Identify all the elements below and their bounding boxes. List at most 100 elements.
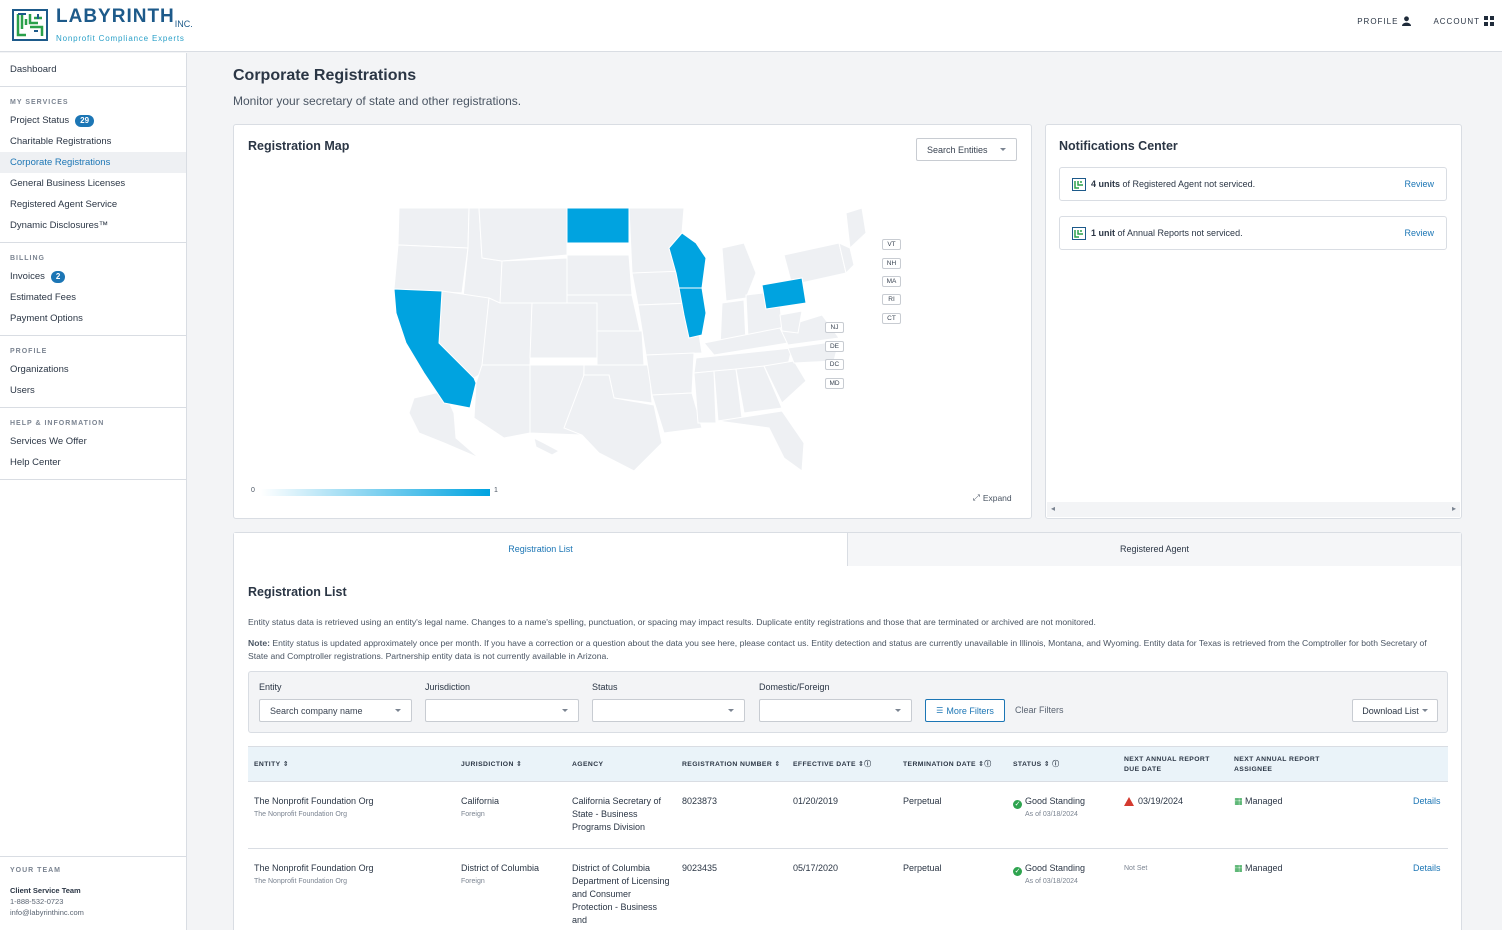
- chevron-down-icon: [395, 709, 401, 712]
- termination-date-cell: Perpetual: [903, 796, 942, 806]
- expand-label: Expand: [982, 492, 1012, 503]
- note-body: Entity status is updated approximately o…: [248, 638, 1427, 661]
- sidebar-item-estimated-fees[interactable]: Estimated Fees: [0, 287, 186, 308]
- column-header-registration-number[interactable]: REGISTRATION NUMBER ⇕: [682, 747, 781, 783]
- sliders-icon: ☰: [936, 706, 944, 715]
- scale-min-label: 0: [251, 487, 255, 494]
- state-label-ma[interactable]: MA: [882, 276, 901, 287]
- more-filters-button[interactable]: ☰ More Filters: [925, 699, 1005, 722]
- column-header-effective-date[interactable]: EFFECTIVE DATE ⇕ ⓘ: [793, 747, 871, 783]
- state-or: [393, 244, 469, 294]
- status-dropdown[interactable]: [592, 699, 745, 722]
- state-ks: [596, 330, 645, 366]
- tab-registration-list[interactable]: Registration List: [234, 533, 847, 567]
- sidebar-item-invoices[interactable]: Invoices 2: [0, 266, 186, 287]
- page-title: Corporate Registrations: [233, 67, 417, 84]
- team-name: Client Service Team: [10, 886, 81, 895]
- grid-icon: [1484, 16, 1494, 26]
- state-label-ct[interactable]: CT: [882, 313, 901, 324]
- state-label-ri[interactable]: RI: [882, 294, 901, 305]
- jurisdiction-name: California: [461, 796, 500, 806]
- scroll-right-icon[interactable]: ▸: [1451, 504, 1456, 513]
- sidebar-item-payment-options[interactable]: Payment Options: [0, 308, 186, 329]
- state-wi-highlight: [668, 232, 707, 289]
- registration-map-title: Registration Map: [248, 139, 350, 153]
- note-text: Note: Entity status is updated approxima…: [248, 637, 1448, 663]
- state-label-nh[interactable]: NH: [882, 258, 901, 269]
- effective-date-cell: 01/20/2019: [793, 796, 839, 806]
- state-label-dc[interactable]: DC: [825, 359, 844, 370]
- state-label-de[interactable]: DE: [825, 341, 844, 352]
- state-va: [779, 314, 840, 346]
- sidebar-item-users[interactable]: Users: [0, 380, 186, 401]
- entity-search-dropdown[interactable]: Search company name: [259, 699, 412, 722]
- state-sd: [566, 254, 633, 296]
- sidebar-item-label: Invoices: [10, 271, 45, 282]
- sidebar-item-charitable-registrations[interactable]: Charitable Registrations: [0, 131, 186, 152]
- state-fl: [717, 410, 805, 472]
- tab-registered-agent[interactable]: Registered Agent: [847, 533, 1461, 567]
- sidebar-item-registered-agent-service[interactable]: Registered Agent Service: [0, 194, 186, 215]
- state-label-md[interactable]: MD: [825, 378, 844, 389]
- details-link[interactable]: Details: [1413, 796, 1441, 806]
- brand-logo[interactable]: LABYRINTHINC. Nonprofit Compliance Exper…: [12, 7, 193, 43]
- user-icon: [1402, 16, 1412, 26]
- sidebar-item-label: Dashboard: [10, 64, 57, 75]
- sidebar-item-dashboard[interactable]: Dashboard: [0, 59, 186, 80]
- column-header-jurisdiction[interactable]: JURISDICTION ⇕: [461, 747, 522, 783]
- sidebar-heading-profile: PROFILE: [10, 348, 48, 355]
- state-ut: [481, 297, 533, 366]
- review-link[interactable]: Review: [1404, 228, 1434, 238]
- state-sc: [763, 360, 807, 404]
- registration-list-panel: Registration List Entity status data is …: [233, 566, 1462, 930]
- review-link[interactable]: Review: [1404, 179, 1434, 189]
- table-header: ENTITY ⇕ JURISDICTION ⇕ AGENCY REGISTRAT…: [248, 746, 1448, 782]
- download-list-button[interactable]: Download List: [1352, 699, 1438, 722]
- clear-filters-link[interactable]: Clear Filters: [1015, 705, 1064, 715]
- account-link[interactable]: ACCOUNT: [1433, 16, 1494, 26]
- team-phone[interactable]: 1-888-532-0723: [10, 897, 64, 906]
- sidebar-item-project-status[interactable]: Project Status 29: [0, 110, 186, 131]
- search-entities-dropdown[interactable]: Search Entities: [916, 138, 1017, 161]
- sidebar-item-dynamic-disclosures[interactable]: Dynamic Disclosures™: [0, 215, 186, 236]
- column-header-status[interactable]: STATUS ⇕ ⓘ: [1013, 747, 1059, 783]
- sidebar-item-label: Services We Offer: [10, 436, 87, 447]
- notification-text: of Registered Agent not serviced.: [1120, 179, 1256, 189]
- sidebar-heading-my-services: MY SERVICES: [10, 99, 69, 106]
- notification-count: 4 units: [1091, 179, 1121, 189]
- state-label-nj[interactable]: NJ: [825, 322, 844, 333]
- registration-tabs: Registration List Registered Agent: [233, 532, 1462, 567]
- entity-placeholder: Search company name: [270, 705, 363, 716]
- agency-cell: District of Columbia Department of Licen…: [572, 863, 670, 925]
- state-az: [473, 364, 531, 439]
- sidebar-item-services-we-offer[interactable]: Services We Offer: [0, 431, 186, 452]
- check-circle-icon: ✓: [1013, 800, 1022, 809]
- chevron-down-icon: [562, 709, 568, 712]
- sidebar-item-label: General Business Licenses: [10, 178, 126, 189]
- managed-icon: ▦: [1234, 796, 1243, 806]
- notifications-card: Notifications Center 4 units of Register…: [1045, 124, 1462, 519]
- jurisdiction-dropdown[interactable]: [425, 699, 579, 722]
- domestic-foreign-filter-label: Domestic/Foreign: [759, 682, 830, 692]
- column-label: STATUS: [1013, 761, 1042, 768]
- due-date-cell: 03/19/2024: [1124, 795, 1183, 808]
- sidebar-item-help-center[interactable]: Help Center: [0, 452, 186, 473]
- profile-link[interactable]: PROFILE: [1357, 16, 1412, 26]
- sidebar-item-general-business-licenses[interactable]: General Business Licenses: [0, 173, 186, 194]
- state-label-vt[interactable]: VT: [882, 239, 901, 250]
- domestic-foreign-dropdown[interactable]: [759, 699, 912, 722]
- column-header-termination-date[interactable]: TERMINATION DATE ⇕ ⓘ: [903, 747, 992, 783]
- column-header-entity[interactable]: ENTITY ⇕: [254, 747, 289, 783]
- status-date: As of 03/18/2024: [1025, 878, 1078, 885]
- horizontal-scrollbar[interactable]: ◂ ▸: [1047, 502, 1460, 517]
- entity-name: The Nonprofit Foundation Org: [254, 796, 374, 806]
- column-label: REGISTRATION NUMBER: [682, 761, 773, 768]
- expand-map-button[interactable]: ⤢ Expand: [973, 492, 1012, 503]
- scroll-left-icon[interactable]: ◂: [1051, 504, 1056, 513]
- details-link[interactable]: Details: [1413, 863, 1441, 873]
- sidebar-item-organizations[interactable]: Organizations: [0, 359, 186, 380]
- notification-text: of Annual Reports not serviced.: [1115, 228, 1243, 238]
- sidebar-item-corporate-registrations[interactable]: Corporate Registrations: [0, 152, 186, 173]
- table-row: The Nonprofit Foundation Org The Nonprofi…: [248, 782, 1448, 849]
- team-email[interactable]: info@labyrinthinc.com: [10, 908, 84, 917]
